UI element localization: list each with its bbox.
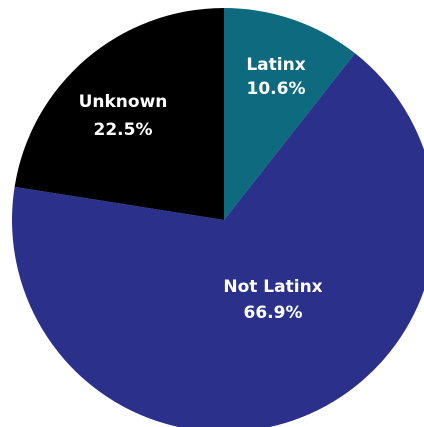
slice-value-unknown: 22.5% (94, 120, 153, 140)
pie-labels: Latinx 10.6% Not Latinx 66.9% Unknown 22.5% (79, 55, 323, 323)
pie-slices (12, 8, 424, 427)
slice-label-not-latinx: Not Latinx (223, 277, 322, 297)
slice-value-not-latinx: 66.9% (244, 303, 303, 323)
pie-slice-unknown (14, 8, 224, 220)
slice-label-latinx: Latinx (246, 55, 305, 75)
slice-value-latinx: 10.6% (247, 79, 306, 99)
pie-slice-not-latinx (12, 53, 424, 427)
slice-label-unknown: Unknown (79, 92, 168, 112)
pie-slice-latinx (224, 8, 355, 220)
